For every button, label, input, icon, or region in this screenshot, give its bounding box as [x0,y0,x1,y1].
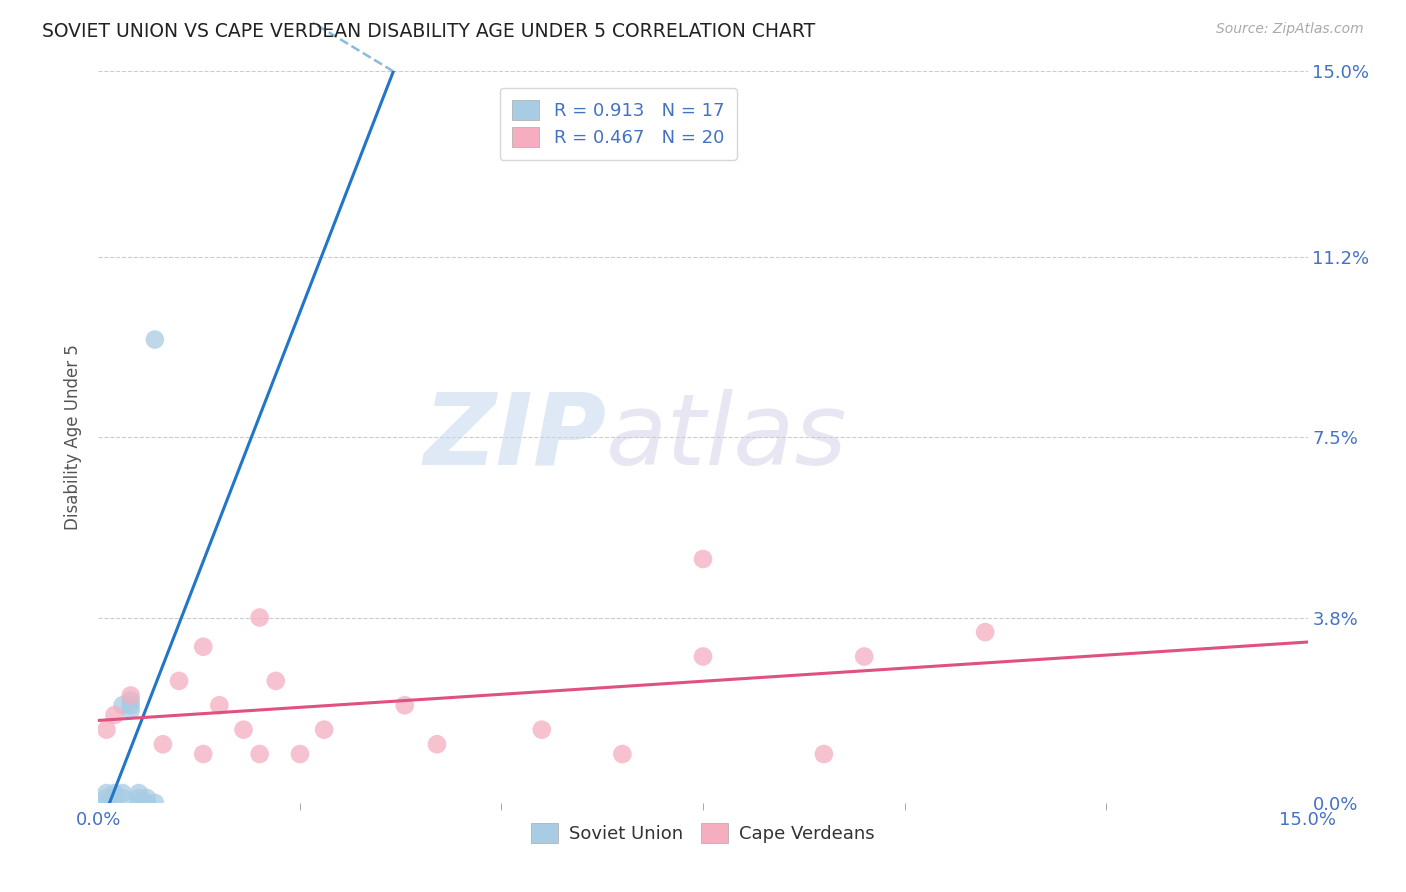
Point [111,791,134,805]
Point [135,796,157,810]
Point [264,673,287,688]
Point [426,737,449,751]
Point [853,649,876,664]
Point [193,747,215,761]
Point [111,786,134,800]
Point [103,708,125,723]
Point [128,791,150,805]
Point [314,723,336,737]
Point [152,737,174,751]
Point [120,698,142,713]
Point [143,333,166,347]
Text: SOVIET UNION VS CAPE VERDEAN DISABILITY AGE UNDER 5 CORRELATION CHART: SOVIET UNION VS CAPE VERDEAN DISABILITY … [42,22,815,41]
Point [288,747,311,761]
Point [394,698,416,713]
Point [974,625,997,640]
Point [103,786,125,800]
Point [120,693,142,707]
Point [96,786,118,800]
Point [128,796,150,810]
Point [120,703,142,717]
Point [103,791,125,805]
Point [96,723,118,737]
Point [128,786,150,800]
Point [813,747,835,761]
Point [111,698,134,713]
Point [143,796,166,810]
Point [249,610,271,624]
Text: Source: ZipAtlas.com: Source: ZipAtlas.com [1216,22,1364,37]
Point [232,723,254,737]
Point [120,689,142,703]
Point [135,791,157,805]
Y-axis label: Disability Age Under 5: Disability Age Under 5 [65,344,83,530]
Point [612,747,634,761]
Point [208,698,231,713]
Legend: Soviet Union, Cape Verdeans: Soviet Union, Cape Verdeans [522,814,884,852]
Point [692,649,714,664]
Point [530,723,553,737]
Text: atlas: atlas [606,389,848,485]
Point [692,552,714,566]
Text: ZIP: ZIP [423,389,606,485]
Point [167,673,190,688]
Point [96,796,118,810]
Point [193,640,215,654]
Point [249,747,271,761]
Point [96,791,118,805]
